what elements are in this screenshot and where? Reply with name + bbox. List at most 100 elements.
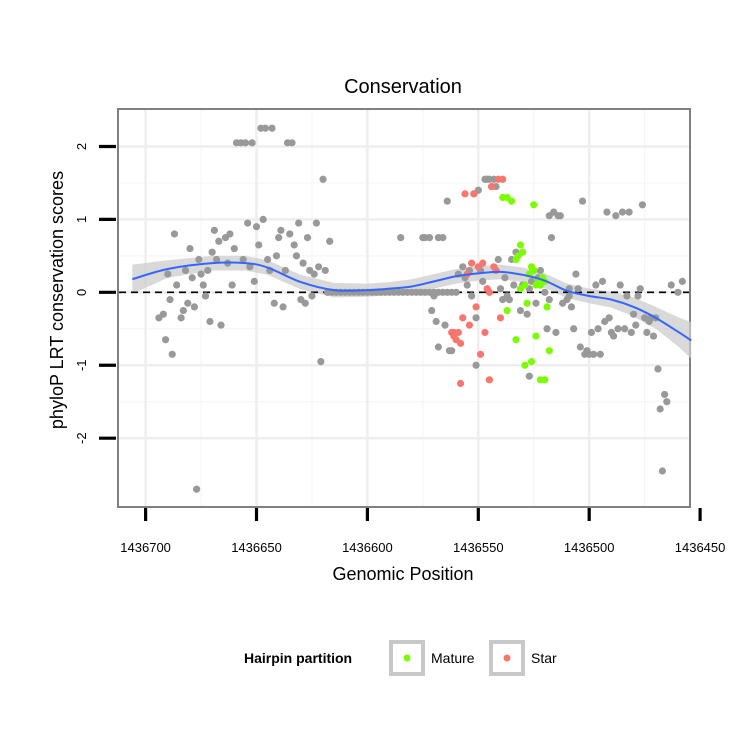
point-other — [301, 299, 309, 307]
point-other — [661, 390, 669, 399]
point-other — [452, 288, 460, 296]
point-other — [545, 296, 553, 304]
point-other — [565, 292, 573, 300]
plot-panel — [117, 108, 691, 508]
point-other — [321, 266, 329, 275]
x-axis: 1436700 1436650 1436600 1436550 1436500 14364… — [120, 508, 725, 555]
point-star — [461, 190, 469, 198]
point-other — [567, 303, 576, 311]
point-other — [259, 215, 267, 223]
point-other — [629, 310, 638, 318]
point-other — [479, 277, 487, 285]
point-other — [510, 281, 518, 289]
x-tick-label: 1436650 — [231, 540, 282, 555]
point-other — [578, 197, 587, 205]
point-mature — [530, 201, 538, 209]
point-other — [439, 234, 447, 242]
y-tick-label: 1 — [74, 216, 89, 223]
point-other — [215, 237, 223, 245]
point-other — [678, 277, 686, 285]
point-other — [543, 325, 551, 333]
x-tick-label: 1436500 — [564, 540, 615, 555]
legend-item-star: Star — [489, 640, 557, 676]
point-other — [310, 270, 318, 278]
point-other — [448, 347, 456, 355]
legend-label-star: Star — [531, 650, 557, 666]
point-mature — [545, 347, 553, 355]
point-other — [627, 328, 635, 337]
point-other — [170, 230, 179, 238]
point-other — [308, 292, 316, 300]
point-other — [226, 230, 234, 238]
point-other — [272, 252, 281, 260]
point-other — [230, 244, 238, 253]
y-tick-label: 0 — [74, 289, 89, 296]
point-other — [319, 175, 327, 183]
point-other — [674, 288, 682, 296]
point-other — [545, 212, 553, 220]
point-other — [605, 314, 613, 322]
point-other — [434, 343, 442, 351]
point-star — [454, 328, 462, 337]
point-other — [186, 244, 194, 253]
point-other — [188, 274, 196, 282]
point-mature — [543, 303, 551, 311]
point-other — [173, 281, 181, 289]
point-other — [614, 325, 622, 333]
point-star — [456, 339, 465, 347]
point-other — [295, 219, 303, 227]
point-other — [268, 124, 276, 132]
point-other — [312, 219, 320, 227]
point-other — [623, 292, 631, 300]
point-other — [618, 208, 627, 216]
point-other — [572, 270, 580, 278]
legend-key-mature — [389, 640, 425, 676]
point-other — [317, 358, 325, 366]
point-star — [472, 303, 480, 311]
point-other — [281, 266, 289, 275]
point-other — [290, 241, 298, 249]
legend-title: Hairpin partition — [244, 650, 352, 666]
point-other — [199, 281, 207, 289]
point-other — [288, 139, 296, 147]
point-other — [190, 303, 199, 311]
point-other — [472, 361, 480, 369]
point-other — [638, 201, 647, 209]
x-tick-label: 1436450 — [675, 540, 726, 555]
point-other — [166, 296, 174, 304]
point-star — [456, 379, 465, 388]
point-other — [206, 317, 214, 326]
point-other — [303, 234, 312, 242]
point-other — [594, 325, 602, 333]
point-mature — [516, 241, 525, 249]
point-other — [250, 277, 258, 285]
point-star — [488, 182, 496, 191]
y-tick-label: -1 — [74, 359, 89, 371]
legend-dot-mature — [403, 654, 411, 662]
x-tick-label: 1436550 — [453, 540, 504, 555]
point-mature — [503, 306, 511, 315]
point-other — [443, 197, 451, 205]
point-star — [465, 321, 474, 329]
point-other — [193, 485, 201, 493]
point-other — [208, 248, 216, 256]
point-other — [468, 292, 476, 300]
point-other — [179, 306, 187, 315]
point-other — [603, 208, 611, 216]
point-other — [286, 230, 294, 238]
point-other — [516, 306, 525, 315]
point-other — [292, 252, 301, 260]
legend: Hairpin partition Mature Star — [244, 640, 557, 676]
point-other — [541, 288, 549, 296]
point-other — [523, 310, 531, 318]
point-mature — [512, 336, 520, 344]
point-star — [499, 175, 507, 183]
point-other — [195, 255, 203, 264]
point-other — [598, 277, 607, 285]
point-star — [485, 288, 493, 296]
point-other — [625, 208, 633, 216]
point-other — [612, 212, 620, 220]
point-other — [248, 139, 256, 147]
y-tick-label: -2 — [74, 432, 89, 444]
point-other — [658, 467, 666, 475]
